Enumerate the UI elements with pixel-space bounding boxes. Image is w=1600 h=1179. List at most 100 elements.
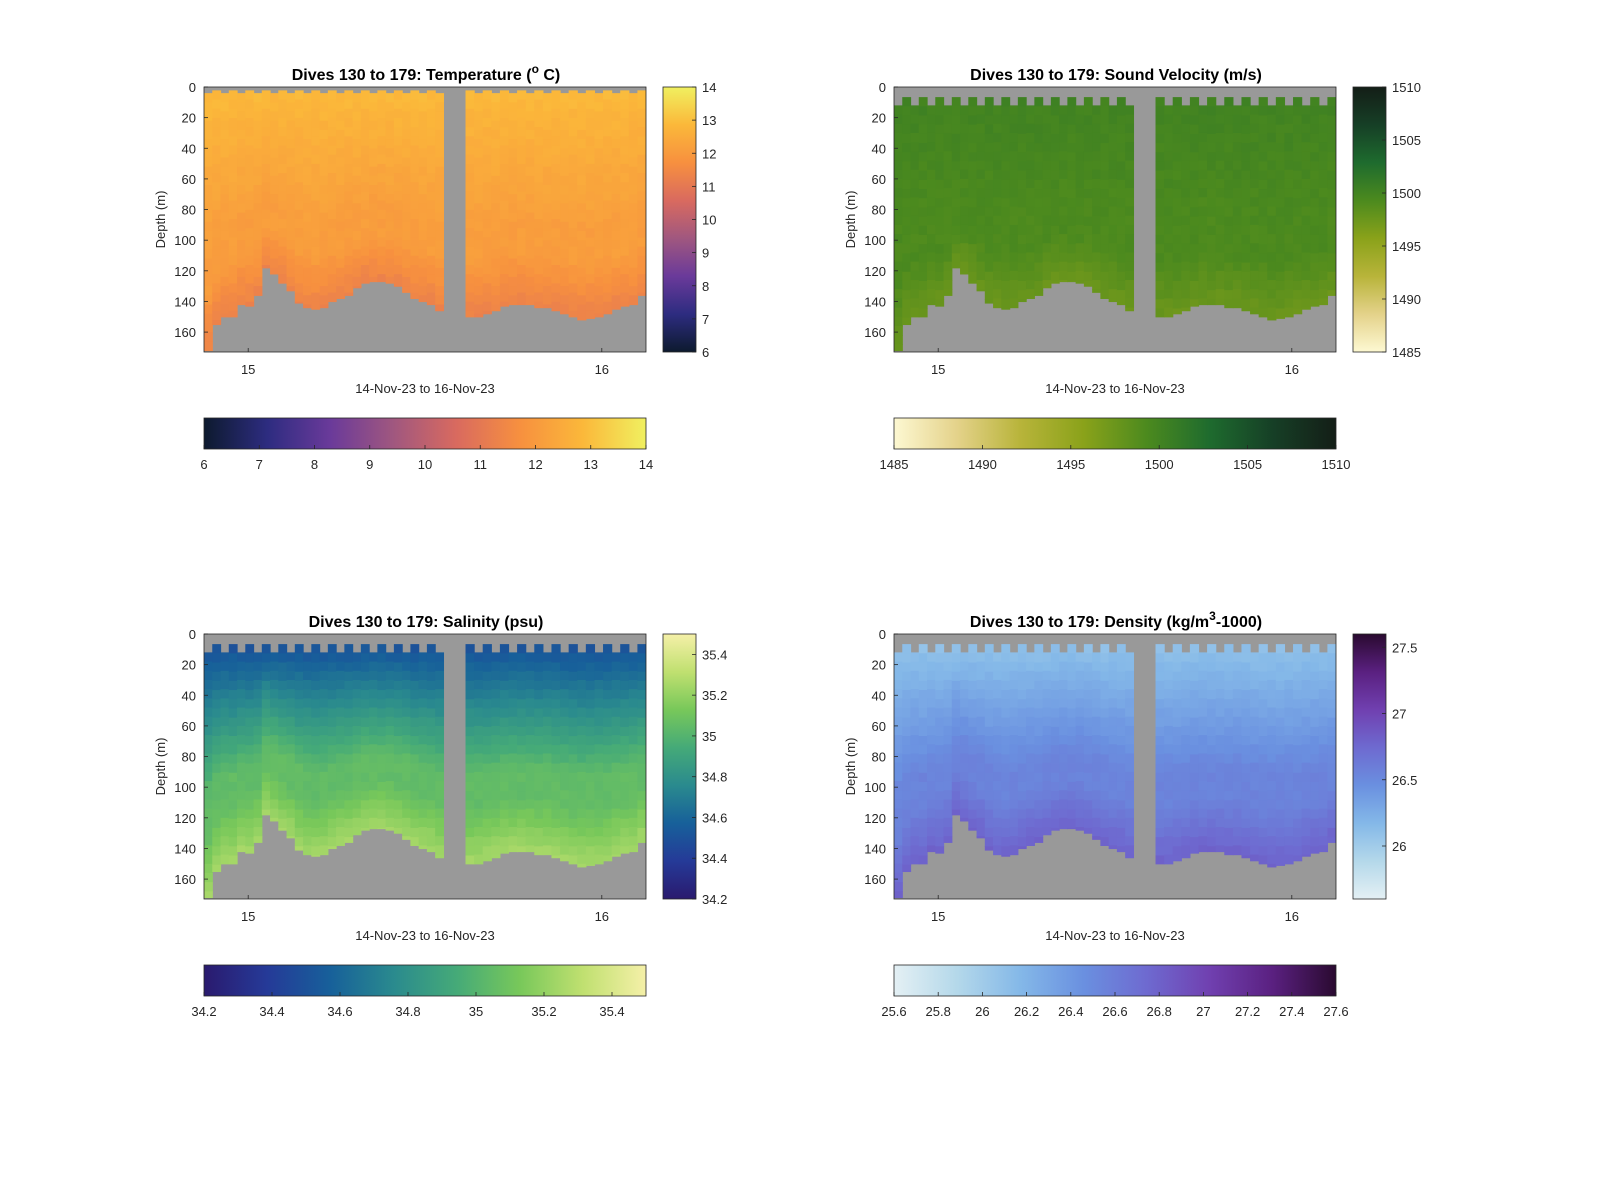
data-cell xyxy=(344,255,354,266)
data-cell xyxy=(474,679,484,690)
data-cell xyxy=(984,708,994,719)
data-cell xyxy=(1198,234,1208,244)
data-cell xyxy=(1181,781,1191,791)
data-cell xyxy=(402,790,411,801)
data-cell xyxy=(894,243,903,254)
data-cell xyxy=(1075,707,1085,718)
data-cell xyxy=(220,735,230,745)
data-cell xyxy=(465,127,475,137)
data-cell xyxy=(1293,152,1303,163)
data-cell xyxy=(1258,271,1268,282)
data-cell xyxy=(1092,689,1101,699)
data-cell xyxy=(303,258,312,269)
data-cell xyxy=(465,680,475,691)
data-cell xyxy=(1164,307,1174,318)
data-cell xyxy=(894,105,903,116)
data-cell xyxy=(385,120,395,131)
data-cell xyxy=(918,253,928,264)
data-cell xyxy=(1318,679,1329,690)
data-cell xyxy=(1050,791,1060,801)
data-cell xyxy=(1198,735,1208,745)
data-cell xyxy=(1050,179,1060,190)
data-cell xyxy=(1258,225,1268,236)
data-cell xyxy=(270,230,279,241)
data-cell xyxy=(319,276,329,287)
y-tick-label: 40 xyxy=(182,141,196,156)
data-cell xyxy=(594,827,604,837)
data-cell xyxy=(465,644,475,654)
data-cell xyxy=(311,237,321,248)
data-cell xyxy=(278,653,288,664)
data-cell xyxy=(508,817,518,828)
data-cell xyxy=(568,127,578,137)
data-cell xyxy=(377,717,387,728)
data-cell xyxy=(1009,661,1019,672)
data-cell xyxy=(976,261,986,272)
data-cell xyxy=(1108,670,1118,681)
data-cell xyxy=(960,799,969,810)
data-cell xyxy=(402,221,411,232)
data-cell xyxy=(228,154,238,165)
data-cell xyxy=(1155,846,1165,857)
data-cell xyxy=(620,754,630,765)
data-cell xyxy=(327,717,337,728)
data-cell xyxy=(311,191,321,202)
data-cell xyxy=(1042,771,1052,782)
data-cell xyxy=(1301,836,1311,846)
data-cell xyxy=(237,276,246,287)
data-cell xyxy=(568,255,578,266)
data-cell xyxy=(628,808,639,819)
data-cell xyxy=(1293,234,1303,245)
data-cell xyxy=(551,246,561,257)
data-cell xyxy=(1059,169,1068,180)
data-cell xyxy=(1034,271,1044,282)
data-cell xyxy=(1327,644,1336,654)
colorbar-tick-label: 8 xyxy=(702,279,709,294)
data-cell xyxy=(577,221,587,232)
data-cell xyxy=(344,644,354,654)
data-cell xyxy=(253,129,263,140)
data-cell xyxy=(245,108,255,119)
data-cell xyxy=(1155,290,1165,300)
data-cell xyxy=(976,661,986,672)
data-cell xyxy=(1258,763,1268,774)
data-cell xyxy=(517,274,527,284)
data-cell xyxy=(1284,652,1294,663)
data-cell xyxy=(237,129,246,140)
data-cell xyxy=(1267,298,1277,309)
data-cell xyxy=(1083,653,1093,664)
data-cell xyxy=(1189,837,1200,847)
data-cell xyxy=(637,662,646,673)
data-cell xyxy=(1042,206,1052,217)
data-cell xyxy=(927,169,936,180)
data-cell xyxy=(1034,791,1044,801)
data-cell xyxy=(1017,280,1027,291)
data-cell xyxy=(270,753,279,764)
data-cell xyxy=(542,827,553,837)
data-cell xyxy=(1164,270,1174,281)
data-cell xyxy=(319,827,329,837)
data-cell xyxy=(918,726,928,737)
data-cell xyxy=(585,708,596,719)
data-cell xyxy=(1301,188,1311,198)
y-tick-label: 0 xyxy=(879,80,886,95)
data-cell xyxy=(918,290,928,300)
data-cell xyxy=(228,264,238,275)
data-cell xyxy=(560,790,570,801)
data-cell xyxy=(1284,661,1294,672)
data-cell xyxy=(499,237,510,248)
data-cell xyxy=(1042,197,1052,208)
data-cell xyxy=(491,221,501,232)
data-cell xyxy=(245,671,255,682)
data-cell xyxy=(491,808,501,819)
data-cell xyxy=(1318,781,1329,791)
data-cell xyxy=(360,662,370,673)
data-cell xyxy=(377,264,387,275)
data-cell xyxy=(336,661,345,672)
data-cell xyxy=(984,198,994,208)
data-cell xyxy=(410,191,420,202)
data-cell xyxy=(377,163,387,174)
data-cell xyxy=(294,662,304,673)
data-cell xyxy=(311,699,321,710)
data-cell xyxy=(1116,781,1126,792)
